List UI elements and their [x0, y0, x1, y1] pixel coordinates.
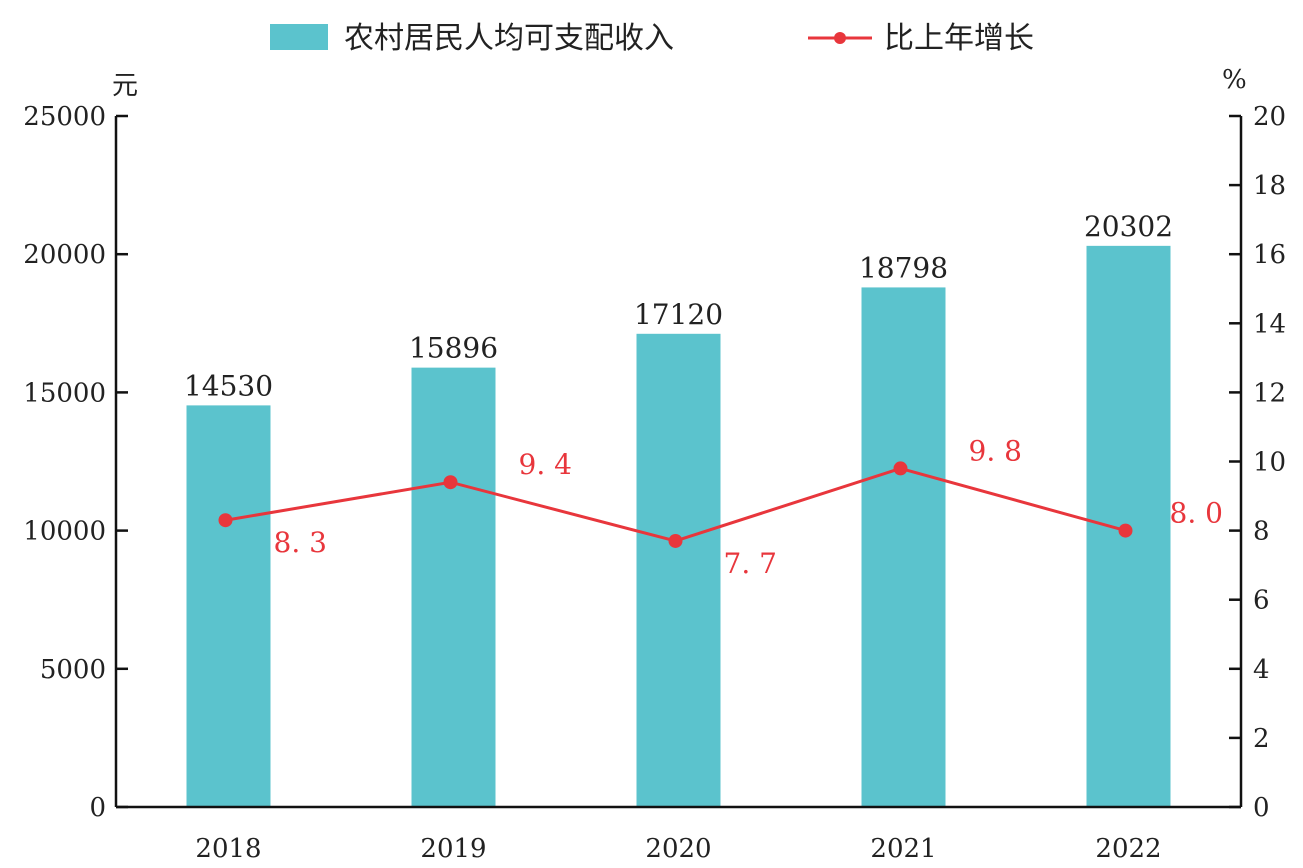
bar-2020	[636, 333, 721, 807]
bar-2019	[411, 367, 496, 807]
right-axis-unit: %	[1222, 65, 1247, 95]
left-tick-label-25000: 25000	[23, 102, 106, 132]
right-tick-label-0: 0	[1253, 793, 1270, 823]
x-tick-label-2021: 2021	[870, 834, 936, 864]
legend-bar-label: 农村居民人均可支配收入	[344, 21, 674, 56]
bar-2018	[186, 405, 271, 807]
right-tick-label-8: 8	[1253, 517, 1270, 547]
left-tick-label-10000: 10000	[23, 517, 106, 547]
bar-label-2022: 20302	[1084, 210, 1173, 243]
x-tick-label-2020: 2020	[645, 834, 711, 864]
legend-line-label: 比上年增长	[884, 21, 1034, 56]
bar-value-labels: 14530 15896 17120 18798 20302	[184, 210, 1173, 403]
growth-points	[218, 461, 1133, 548]
growth-label-2021: 9. 8	[969, 434, 1022, 467]
growth-label-2019: 9. 4	[519, 448, 572, 481]
legend: 农村居民人均可支配收入 比上年增长	[270, 21, 1034, 56]
right-tick-label-20: 20	[1253, 102, 1286, 132]
bar-label-2021: 18798	[859, 251, 948, 284]
right-tick-label-4: 4	[1253, 655, 1270, 685]
growth-point-2022	[1118, 523, 1133, 538]
right-tick-label-6: 6	[1253, 586, 1270, 616]
growth-label-2020: 7. 7	[724, 547, 777, 580]
left-tick-label-20000: 20000	[23, 240, 106, 270]
x-tick-label-2018: 2018	[195, 834, 261, 864]
right-tick-label-14: 14	[1253, 309, 1286, 339]
left-axis-unit: 元	[112, 71, 138, 101]
legend-line-marker	[834, 32, 846, 44]
right-tick-label-12: 12	[1253, 378, 1286, 408]
growth-point-2020	[668, 533, 683, 548]
right-axis-ticks: 0 2 4 6 8 10 12 14 16 18 20	[1229, 102, 1286, 823]
bar-label-2018: 14530	[184, 369, 273, 402]
growth-point-2019	[443, 475, 458, 490]
right-tick-label-2: 2	[1253, 724, 1270, 754]
right-tick-label-18: 18	[1253, 171, 1286, 201]
bar-label-2019: 15896	[409, 332, 498, 365]
bars	[186, 245, 1171, 807]
right-tick-label-10: 10	[1253, 448, 1286, 478]
x-tick-label-2022: 2022	[1095, 834, 1161, 864]
left-axis-ticks: 0 5000 10000 15000 20000 25000	[23, 102, 128, 823]
legend-bar-swatch	[270, 24, 328, 50]
left-tick-label-5000: 5000	[40, 655, 106, 685]
x-tick-label-2019: 2019	[420, 834, 486, 864]
right-tick-label-16: 16	[1253, 240, 1286, 270]
bar-2021	[861, 287, 946, 807]
growth-value-labels: 8. 3 9. 4 7. 7 9. 8 8. 0	[274, 434, 1223, 580]
growth-point-2018	[218, 513, 233, 528]
growth-label-2018: 8. 3	[274, 526, 327, 559]
left-tick-label-0: 0	[89, 793, 106, 823]
growth-label-2022: 8. 0	[1170, 497, 1223, 530]
growth-point-2021	[893, 461, 908, 476]
x-axis-ticks: 2018 2019 2020 2021 2022	[195, 834, 1161, 864]
bar-label-2020: 17120	[634, 298, 723, 331]
left-tick-label-15000: 15000	[23, 378, 106, 408]
